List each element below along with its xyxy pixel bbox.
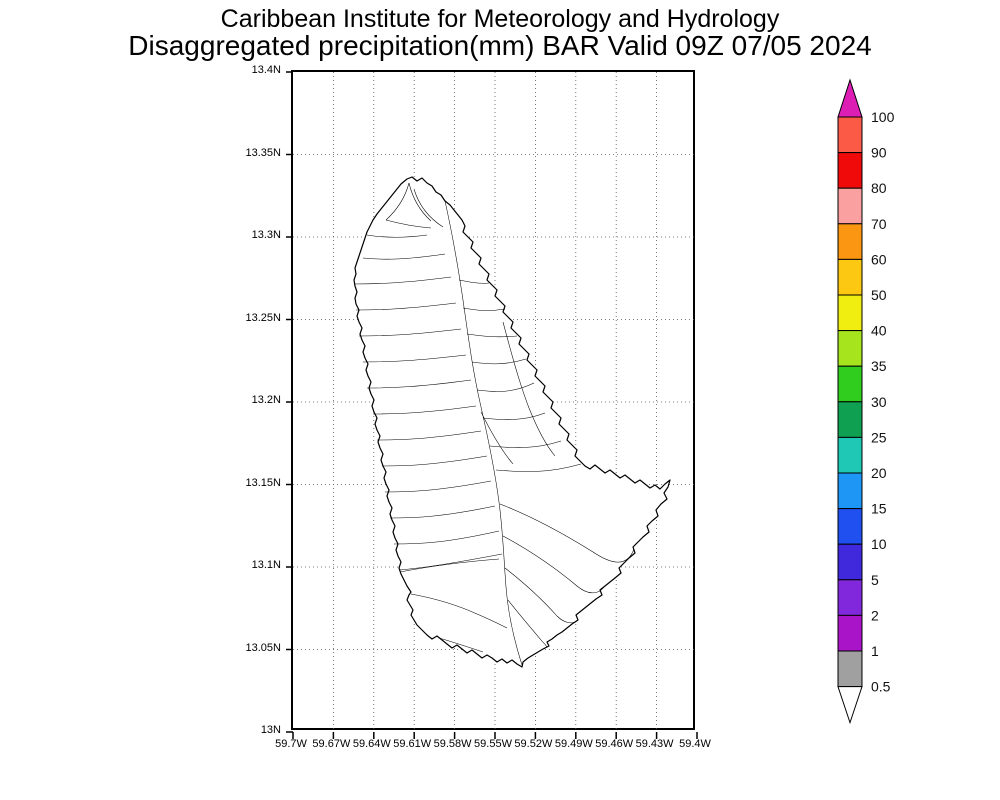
colorbar-segment (837, 401, 863, 438)
colorbar-tick-label: 50 (871, 287, 887, 303)
org-title: Caribbean Institute for Meteorology and … (220, 5, 780, 33)
colorbar-svg: 100 90 80 70 60 50 40 35 30 25 20 15 10 5 2 1 0.5 (837, 78, 895, 725)
colorbar-segment (837, 650, 863, 688)
colorbar-segment (837, 116, 863, 154)
lon-tick-label: 59.4W (679, 738, 711, 750)
colorbar-tick-label: 60 (871, 251, 887, 267)
colorbar-tick-label: 0.5 (871, 679, 891, 695)
lon-tick-label: 59.46W (595, 738, 634, 750)
lon-tick-label: 59.49W (554, 738, 593, 750)
colorbar-tick-label: 40 (871, 323, 887, 339)
colorbar-segment (837, 472, 863, 510)
lon-tick-label: 59.52W (514, 738, 553, 750)
colorbar-tick-label: 30 (871, 394, 887, 410)
lon-tick-label: 59.58W (433, 738, 472, 750)
lat-tick-label: 13.1N (251, 559, 281, 571)
colorbar-tick-label: 10 (871, 536, 887, 552)
colorbar-top-arrow (837, 78, 863, 118)
colorbar-tick-label: 90 (871, 145, 887, 161)
colorbar-legend: 100 90 80 70 60 50 40 35 30 25 20 15 10 5 2 1 0.5 (830, 75, 970, 735)
colorbar-segment (837, 579, 863, 616)
colorbar-tick-label: 5 (871, 572, 879, 588)
lat-tick-label: 13.2N (251, 394, 281, 406)
lat-tick-label: 13.15N (245, 476, 281, 489)
map-plot-area (286, 70, 698, 739)
colorbar-segment (837, 365, 863, 403)
lat-tick-label: 13N (260, 724, 281, 736)
colorbar-tick-label: 100 (871, 109, 895, 125)
lat-tick-label: 13.05N (245, 641, 281, 654)
colorbar-segment (837, 152, 863, 189)
lat-tick-label: 13.3N (251, 229, 281, 241)
lon-tick-label: 59.43W (635, 738, 674, 750)
colorbar-segment (837, 294, 863, 332)
lon-tick-label: 59.7W (275, 738, 307, 750)
lat-tick-label: 13.35N (245, 146, 281, 159)
lon-tick-label: 59.64W (352, 738, 391, 750)
colorbar-segment (837, 543, 863, 581)
colorbar-tick-label: 80 (871, 180, 887, 196)
colorbar-tick-label: 2 (871, 607, 879, 623)
colorbar-segment (837, 330, 863, 367)
barbados-island (353, 176, 671, 668)
lon-tick-label: 59.67W (312, 738, 351, 750)
lon-tick-label: 59.55W (474, 738, 512, 750)
colorbar-tick-label: 35 (871, 358, 887, 374)
barbados-coastline (353, 176, 671, 668)
colorbar-segment (837, 614, 863, 652)
colorbar-segment (837, 223, 863, 260)
colorbar-tick-label: 70 (871, 216, 887, 232)
colorbar-segment (837, 436, 863, 474)
lon-tick-label: 59.61W (393, 738, 432, 750)
axis-ticks (286, 71, 698, 739)
colorbar-segment (837, 258, 863, 296)
colorbar-bottom-arrow (837, 686, 863, 725)
colorbar-tick-label: 20 (871, 465, 887, 481)
colorbar-tick-label: 15 (871, 501, 887, 517)
lat-tick-label: 13.4N (251, 64, 281, 76)
map-svg (286, 71, 698, 739)
lat-tick-label: 13.25N (245, 311, 281, 324)
colorbar-tick-label: 1 (871, 643, 879, 659)
watershed-boundaries (354, 182, 635, 666)
product-title: Disaggregated precipitation(mm) BAR Vali… (128, 30, 872, 61)
colorbar-segment (837, 508, 863, 545)
colorbar-segment (837, 187, 863, 225)
colorbar-tick-label: 25 (871, 429, 887, 445)
